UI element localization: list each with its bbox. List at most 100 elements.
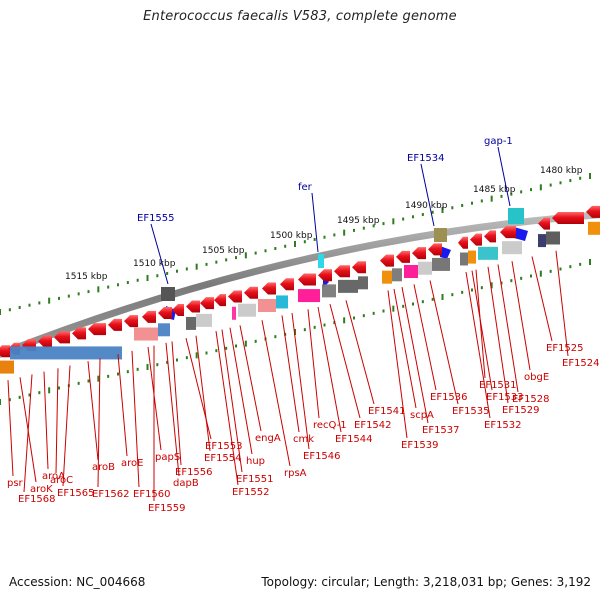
cds-arrow[interactable] [318, 269, 332, 282]
feature-box[interactable] [392, 268, 402, 282]
gene-label[interactable]: EF1534 [407, 153, 445, 164]
feature-box[interactable] [161, 287, 175, 301]
feature-box[interactable] [382, 270, 392, 284]
cds-arrow[interactable] [298, 273, 316, 286]
cds-arrow[interactable] [538, 217, 550, 230]
gene-label[interactable]: papS [155, 452, 180, 463]
gene-label[interactable]: EF1539 [401, 440, 439, 451]
feature-box[interactable] [478, 246, 498, 260]
feature-box[interactable] [298, 289, 320, 303]
gene-label[interactable]: EF1536 [430, 392, 468, 403]
feature-box[interactable] [232, 306, 236, 320]
gene-label[interactable]: scpA [410, 410, 434, 421]
gene-label[interactable]: cmk [293, 434, 314, 445]
gene-label[interactable]: psr [7, 478, 24, 489]
gene-label[interactable]: EF1546 [303, 451, 341, 462]
gene-label[interactable]: aroK [30, 484, 53, 495]
cds-arrow[interactable] [172, 303, 184, 316]
feature-box[interactable] [538, 234, 546, 248]
gene-label[interactable]: EF1529 [502, 405, 540, 416]
cds-arrow[interactable] [228, 290, 242, 303]
feature-box[interactable] [404, 265, 418, 279]
gene-label[interactable]: gap-1 [484, 136, 513, 147]
cds-arrow[interactable] [352, 261, 366, 274]
gene-label[interactable]: EF1537 [422, 425, 460, 436]
feature-arrow[interactable] [440, 246, 451, 259]
feature-box[interactable] [546, 231, 560, 245]
feature-box[interactable] [276, 295, 288, 309]
gene-label[interactable]: EF1556 [175, 467, 213, 478]
gene-label[interactable]: EF1562 [92, 489, 130, 500]
cds-arrow[interactable] [244, 286, 258, 299]
gene-label[interactable]: EF1525 [546, 343, 584, 354]
gene-label[interactable]: EF1533 [486, 392, 524, 403]
feature-box[interactable] [10, 346, 122, 360]
cds-arrow[interactable] [586, 205, 600, 218]
cds-arrow[interactable] [0, 345, 10, 358]
gene-label[interactable]: aroA [42, 471, 65, 482]
cds-arrow[interactable] [72, 327, 86, 340]
gene-label[interactable]: EF1528 [512, 394, 550, 405]
feature-box[interactable] [322, 284, 336, 298]
feature-box[interactable] [196, 313, 212, 327]
feature-box[interactable] [358, 276, 368, 290]
cds-arrow[interactable] [334, 265, 350, 278]
gene-label[interactable]: EF1565 [57, 488, 95, 499]
feature-arrow[interactable] [514, 227, 528, 241]
feature-box[interactable] [418, 261, 432, 275]
gene-label[interactable]: EF1532 [484, 420, 522, 431]
feature-box[interactable] [460, 252, 468, 266]
cds-arrow[interactable] [124, 315, 138, 328]
feature-box[interactable] [468, 250, 476, 264]
gene-label[interactable]: EF1553 [205, 441, 243, 452]
cds-arrow[interactable] [470, 233, 482, 246]
cds-arrow[interactable] [142, 310, 156, 323]
cds-arrow[interactable] [38, 335, 52, 348]
gene-label[interactable]: EF1559 [148, 503, 186, 514]
gene-label[interactable]: EF1544 [335, 434, 373, 445]
cds-arrow[interactable] [500, 226, 516, 239]
cds-arrow[interactable] [88, 323, 106, 336]
cds-arrow[interactable] [280, 278, 294, 291]
cds-arrow[interactable] [108, 318, 122, 331]
feature-box[interactable] [158, 323, 170, 337]
gene-label[interactable]: obgE [524, 372, 549, 383]
gene-label[interactable]: dapB [173, 478, 199, 489]
cds-arrow[interactable] [54, 331, 70, 344]
gene-label[interactable]: EF1554 [204, 453, 242, 464]
cds-arrow[interactable] [484, 230, 496, 243]
gene-label[interactable]: EF1551 [236, 474, 274, 485]
feature-box[interactable] [134, 327, 158, 341]
gene-label[interactable]: EF1531 [479, 380, 517, 391]
gene-label[interactable]: EF1542 [354, 420, 392, 431]
gene-label[interactable]: aroC [50, 475, 73, 486]
feature-box[interactable] [186, 316, 196, 330]
feature-box[interactable] [434, 228, 447, 242]
feature-box[interactable] [238, 303, 256, 317]
gene-label[interactable]: aroB [92, 462, 115, 473]
feature-box[interactable] [508, 208, 524, 224]
gene-label[interactable]: hup [246, 456, 265, 467]
feature-box[interactable] [318, 254, 324, 268]
cds-arrow[interactable] [458, 236, 468, 249]
gene-label[interactable]: engA [255, 433, 281, 444]
gene-label[interactable]: EF1560 [133, 489, 171, 500]
feature-box[interactable] [588, 221, 600, 235]
cds-arrow[interactable] [214, 294, 226, 307]
feature-box[interactable] [502, 241, 522, 255]
feature-box[interactable] [0, 360, 14, 374]
gene-label[interactable]: EF1524 [562, 358, 600, 369]
cds-arrow[interactable] [200, 297, 214, 310]
gene-label[interactable]: EF1568 [18, 494, 56, 505]
gene-label[interactable]: fer [298, 182, 313, 193]
gene-label[interactable]: EF1552 [232, 487, 270, 498]
gene-label[interactable]: EF1535 [452, 406, 490, 417]
cds-arrow[interactable] [428, 243, 442, 256]
feature-box[interactable] [338, 279, 358, 293]
cds-arrow[interactable] [380, 254, 394, 267]
cds-arrow[interactable] [186, 300, 200, 313]
gene-label[interactable]: EF1541 [368, 406, 406, 417]
feature-box[interactable] [258, 298, 276, 312]
feature-box[interactable] [432, 257, 450, 271]
cds-arrow[interactable] [412, 247, 426, 260]
